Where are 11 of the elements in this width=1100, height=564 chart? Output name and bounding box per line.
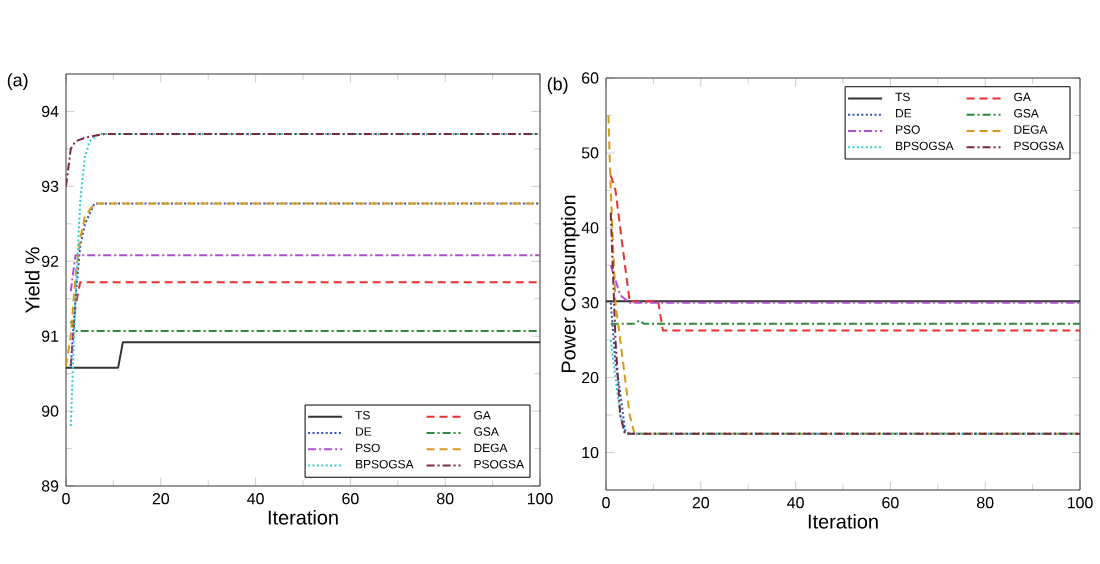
chart-title: (b) (547, 77, 568, 94)
line-series (609, 264, 1081, 304)
y-axis-title: Yield % (24, 247, 40, 313)
y-axis-title: Power Consumption (560, 195, 580, 373)
line-series (66, 132, 540, 188)
line-series (609, 174, 1081, 332)
line-series (69, 132, 540, 428)
x-axis-title: Iteration (808, 514, 878, 529)
chart-title: (a) (7, 73, 28, 90)
x-axis-title: Iteration (268, 510, 338, 525)
line-series (609, 211, 1081, 435)
